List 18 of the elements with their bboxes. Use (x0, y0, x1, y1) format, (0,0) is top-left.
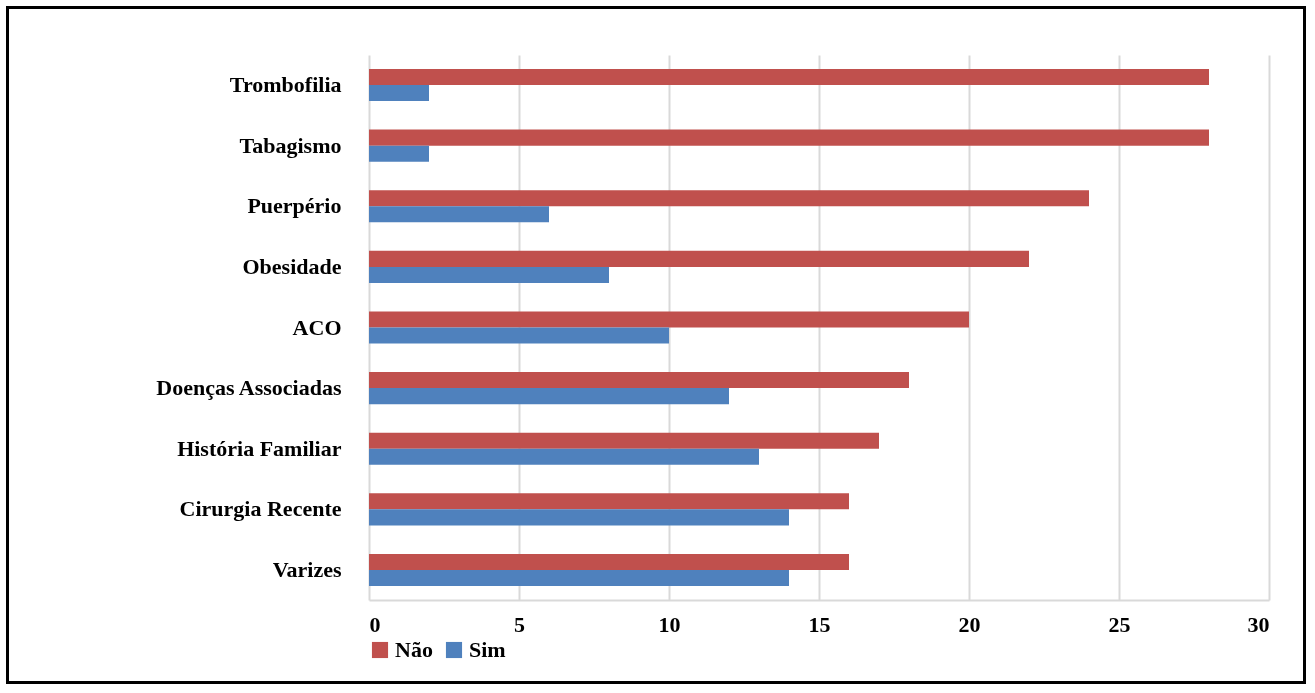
x-tick-label: 15 (808, 611, 831, 637)
y-tick-label: Puerpério (247, 193, 342, 219)
y-tick-label: Varizes (272, 556, 342, 582)
x-tick-label: 30 (1247, 611, 1270, 637)
y-tick-label: Doenças Associadas (156, 375, 342, 401)
legend-label: Não (395, 637, 433, 662)
x-tick-label: 25 (1108, 611, 1131, 637)
y-tick-label: ACO (292, 314, 342, 340)
x-tick-label: 5 (514, 611, 525, 637)
x-tick-label: 0 (369, 611, 381, 637)
x-tick-label: 20 (958, 611, 981, 637)
y-tick-label: Obesidade (242, 253, 342, 279)
legend-label: Sim (469, 637, 506, 662)
y-tick-label: Cirurgia Recente (179, 496, 342, 522)
y-tick-label: Trombofilia (229, 72, 342, 98)
y-tick-label: História Familiar (177, 435, 342, 461)
y-tick-label: Tabagismo (239, 132, 342, 158)
x-tick-label: 10 (658, 611, 681, 637)
